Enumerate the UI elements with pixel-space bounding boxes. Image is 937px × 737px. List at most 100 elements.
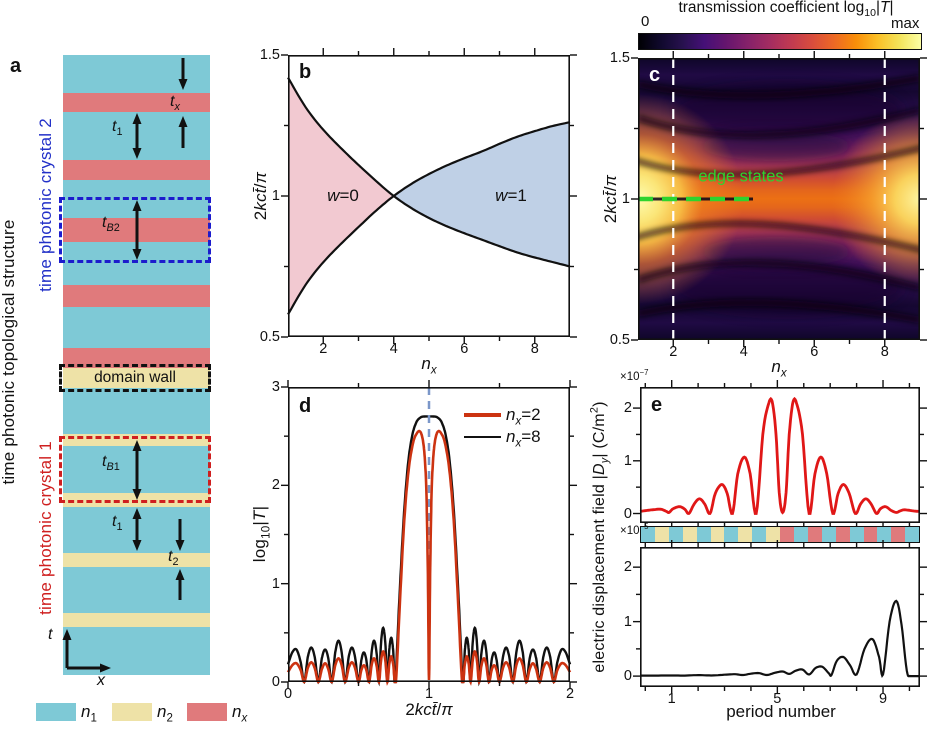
- crystal2-label: time photonic crystal 2: [36, 118, 55, 292]
- panel-a-side-label: time photonic topological structure: [0, 219, 18, 485]
- tick-label: 1: [623, 613, 632, 630]
- tick-label: 0: [283, 686, 293, 702]
- stripe-n1: [63, 55, 210, 93]
- stripe-n1: [63, 307, 210, 348]
- w0-region-label: w=0: [327, 186, 359, 205]
- tick-label: 0: [623, 668, 632, 685]
- edge-state-field-curve: [639, 396, 920, 515]
- stripe-n1: [63, 112, 210, 160]
- stripe-nx: [63, 160, 210, 180]
- tick-label: 1: [623, 452, 632, 469]
- strip-segment-n1: [849, 527, 864, 542]
- x-axis-label: x: [97, 672, 105, 689]
- strip-segment-n1: [821, 527, 836, 542]
- curve-nx2: [286, 429, 572, 686]
- tick-label: 8: [530, 341, 539, 357]
- strip-segment-n2: [766, 527, 781, 542]
- tick-label: 1: [271, 575, 280, 592]
- strip-segment-n2: [682, 527, 697, 542]
- n1-label: n1: [81, 702, 97, 725]
- structure-strip: [640, 526, 920, 543]
- nx-label: nx: [232, 702, 248, 725]
- axis-ticks: [631, 51, 927, 347]
- strip-segment-nx: [780, 527, 794, 542]
- strip-segment-n1: [641, 527, 655, 542]
- tick-label: 6: [810, 344, 819, 360]
- tick-label: 1.5: [609, 50, 630, 66]
- stripe-n1: [63, 507, 210, 553]
- bulk-field-curve: [640, 599, 920, 678]
- w1-region-label: w=1: [495, 186, 527, 205]
- panel-c-letter: c: [649, 64, 661, 86]
- t-axis-label: t: [48, 626, 53, 643]
- tick-label: 1: [271, 188, 280, 204]
- tick-label: 5: [773, 691, 782, 707]
- tick-label: 2: [623, 559, 632, 576]
- strip-segment-n1: [752, 527, 767, 542]
- tb2-annotation: tB2: [102, 214, 120, 235]
- legend-item-n2: n2: [112, 702, 173, 725]
- tick-label: 0: [271, 674, 280, 690]
- tick-label: 3: [271, 379, 280, 395]
- tick-label: 2: [669, 344, 678, 360]
- tick-label: 0.5: [609, 332, 630, 348]
- colorbar-title: transmission coefficient log10|T|: [678, 0, 894, 20]
- axis-ticks: [281, 48, 577, 344]
- legend-row-nx2: nx=2: [464, 404, 541, 428]
- tick-label: 9: [878, 691, 888, 707]
- strip-segment-n2: [738, 527, 753, 542]
- panel-c-heatmap: [631, 51, 927, 347]
- panel-e-xlabel: period number: [726, 702, 836, 721]
- w0-region: [288, 77, 394, 315]
- t2-annotation: t2: [168, 548, 179, 569]
- stripe-n2: [63, 368, 210, 388]
- nx8-legend-line: [464, 435, 501, 439]
- e-bottom-scale-label: ×10−5: [620, 522, 649, 537]
- tick-label: 6: [460, 341, 469, 357]
- plot-border: [288, 387, 570, 682]
- panel-b-plot: [281, 48, 577, 344]
- n1-swatch: [36, 703, 76, 721]
- nx8-legend-label: nx=8: [506, 427, 541, 450]
- tick-label: 0: [623, 505, 632, 522]
- stripe-nx: [63, 93, 210, 112]
- panel-e-ylabel: electric displacement field |Dy| (C/m2): [588, 401, 612, 673]
- tick-label: 2: [271, 477, 280, 494]
- colorbar: [638, 33, 922, 50]
- legend-item-nx: nx: [187, 702, 248, 725]
- nx2-legend-label: nx=2: [506, 405, 541, 428]
- axis-ticks: [281, 380, 577, 689]
- strip-segment-n1: [877, 527, 892, 542]
- panel-d-legend: nx=2 nx=8: [464, 404, 541, 450]
- strip-segment-nx: [891, 527, 906, 542]
- tick-label: 4: [739, 344, 748, 360]
- tick-label: 0.5: [259, 329, 280, 345]
- plot-border: [288, 55, 570, 337]
- stripe-n2: [63, 613, 210, 627]
- n2-swatch: [112, 703, 152, 721]
- strip-segment-nx: [863, 527, 878, 542]
- panel-d-letter: d: [299, 395, 312, 417]
- tick-label: 2: [623, 400, 632, 417]
- n2-label: n2: [157, 702, 173, 725]
- strip-segment-n1: [724, 527, 739, 542]
- strip-segment-n1: [793, 527, 808, 542]
- panel-d-plot: [281, 380, 577, 689]
- panel-a-letter: a: [10, 55, 22, 77]
- colorbar-max-label: max: [891, 15, 920, 32]
- strip-segment-nx: [835, 527, 850, 542]
- stripe-n2: [63, 553, 210, 567]
- w1-region: [393, 122, 570, 267]
- edge-states-label: edge states: [698, 167, 784, 186]
- strip-segment-n1: [696, 527, 711, 542]
- heatmap-image: [638, 58, 920, 340]
- panel-e-letter: e: [651, 394, 663, 416]
- panel-d-ylabel: log10|T|: [250, 505, 273, 563]
- tick-label: 1.5: [259, 47, 280, 63]
- strip-segment-n2: [710, 527, 725, 542]
- e-top-scale-label: ×10−7: [620, 368, 649, 383]
- panel-c-xlabel: nx: [771, 357, 787, 380]
- strip-segment-n2: [654, 527, 669, 542]
- legend-item-n1: n1: [36, 702, 97, 725]
